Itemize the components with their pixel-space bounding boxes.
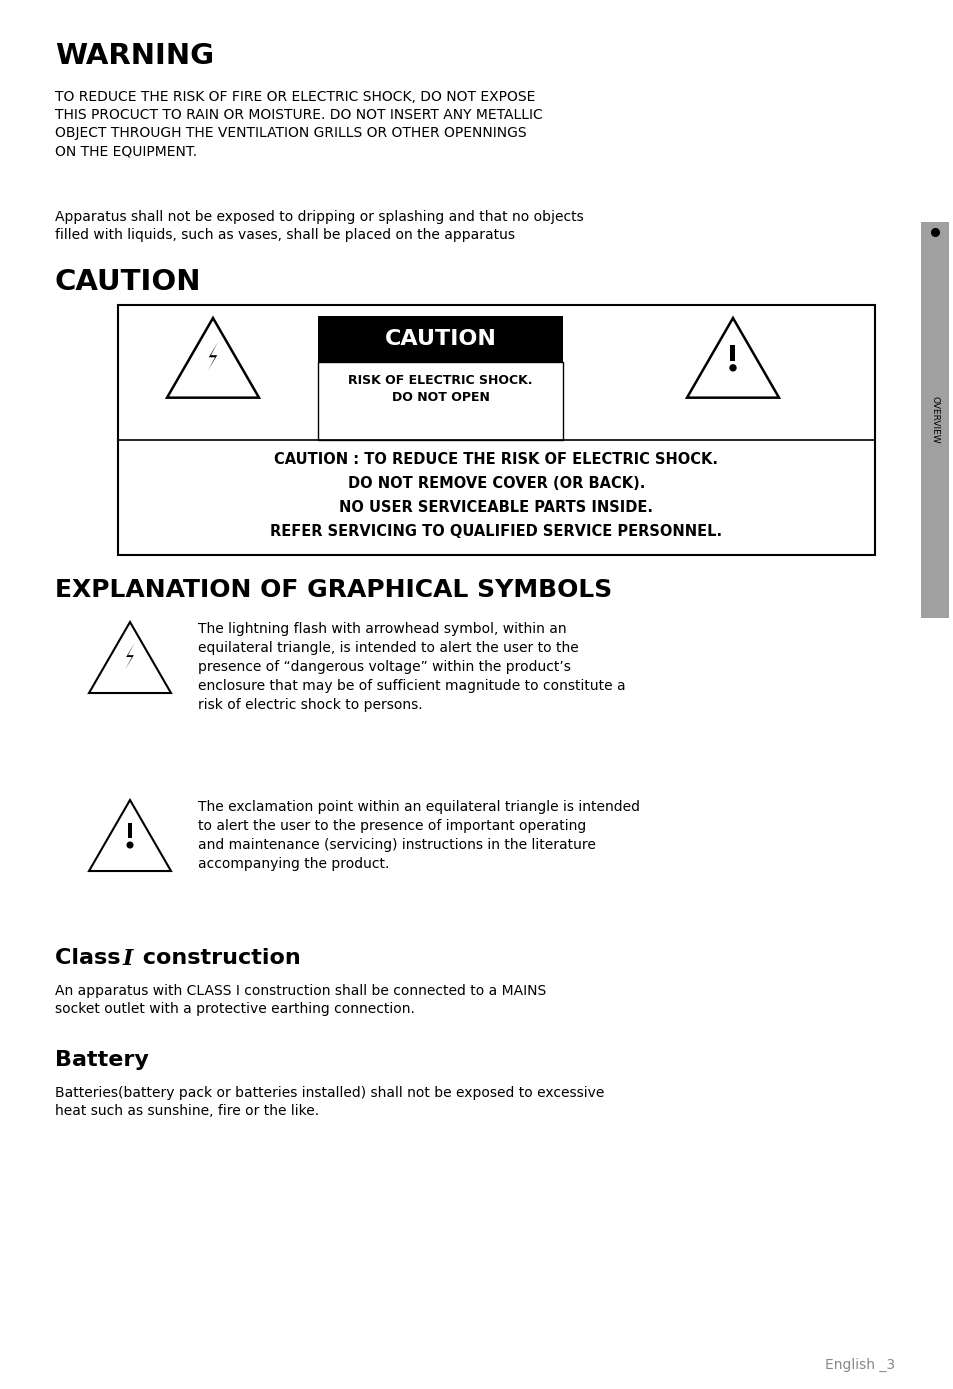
Text: EXPLANATION OF GRAPHICAL SYMBOLS: EXPLANATION OF GRAPHICAL SYMBOLS [55,578,612,601]
Text: REFER SERVICING TO QUALIFIED SERVICE PERSONNEL.: REFER SERVICING TO QUALIFIED SERVICE PER… [270,524,721,539]
Bar [317,317,562,363]
Text: The lightning flash with arrowhead symbol, within an
equilateral triangle, is in: The lightning flash with arrowhead symbo… [198,622,625,711]
Text: An apparatus with CLASS I construction shall be connected to a MAINS
socket outl: An apparatus with CLASS I construction s… [55,983,546,1017]
Bar [317,363,562,440]
Text: OVERVIEW: OVERVIEW [929,396,939,444]
Text: construction: construction [135,949,300,968]
Text: Apparatus shall not be exposed to dripping or splashing and that no objects
fill: Apparatus shall not be exposed to drippi… [55,210,583,242]
Bar [920,222,948,618]
Text: DO NOT REMOVE COVER (OR BACK).: DO NOT REMOVE COVER (OR BACK). [348,476,644,490]
Bar [730,344,735,361]
Text: Battery: Battery [55,1050,149,1070]
Text: Class: Class [55,949,128,968]
Text: CAUTION : TO REDUCE THE RISK OF ELECTRIC SHOCK.: CAUTION : TO REDUCE THE RISK OF ELECTRIC… [274,451,718,467]
Bar [118,306,874,556]
Bar [128,824,132,839]
Text: RISK OF ELECTRIC SHOCK.
DO NOT OPEN: RISK OF ELECTRIC SHOCK. DO NOT OPEN [348,374,532,404]
Circle shape [729,365,735,371]
Text: WARNING: WARNING [55,42,213,69]
Text: CAUTION: CAUTION [384,329,496,349]
Text: I: I [123,949,133,970]
Polygon shape [208,342,218,371]
Text: CAUTION: CAUTION [55,268,201,296]
Text: The exclamation point within an equilateral triangle is intended
to alert the us: The exclamation point within an equilate… [198,800,639,871]
Circle shape [127,842,132,847]
Polygon shape [125,643,134,669]
Text: NO USER SERVICEABLE PARTS INSIDE.: NO USER SERVICEABLE PARTS INSIDE. [339,500,653,515]
Text: TO REDUCE THE RISK OF FIRE OR ELECTRIC SHOCK, DO NOT EXPOSE
THIS PROCUCT TO RAIN: TO REDUCE THE RISK OF FIRE OR ELECTRIC S… [55,90,542,158]
Text: English _3: English _3 [824,1358,894,1372]
Text: Batteries(battery pack or batteries installed) shall not be exposed to excessive: Batteries(battery pack or batteries inst… [55,1086,604,1118]
